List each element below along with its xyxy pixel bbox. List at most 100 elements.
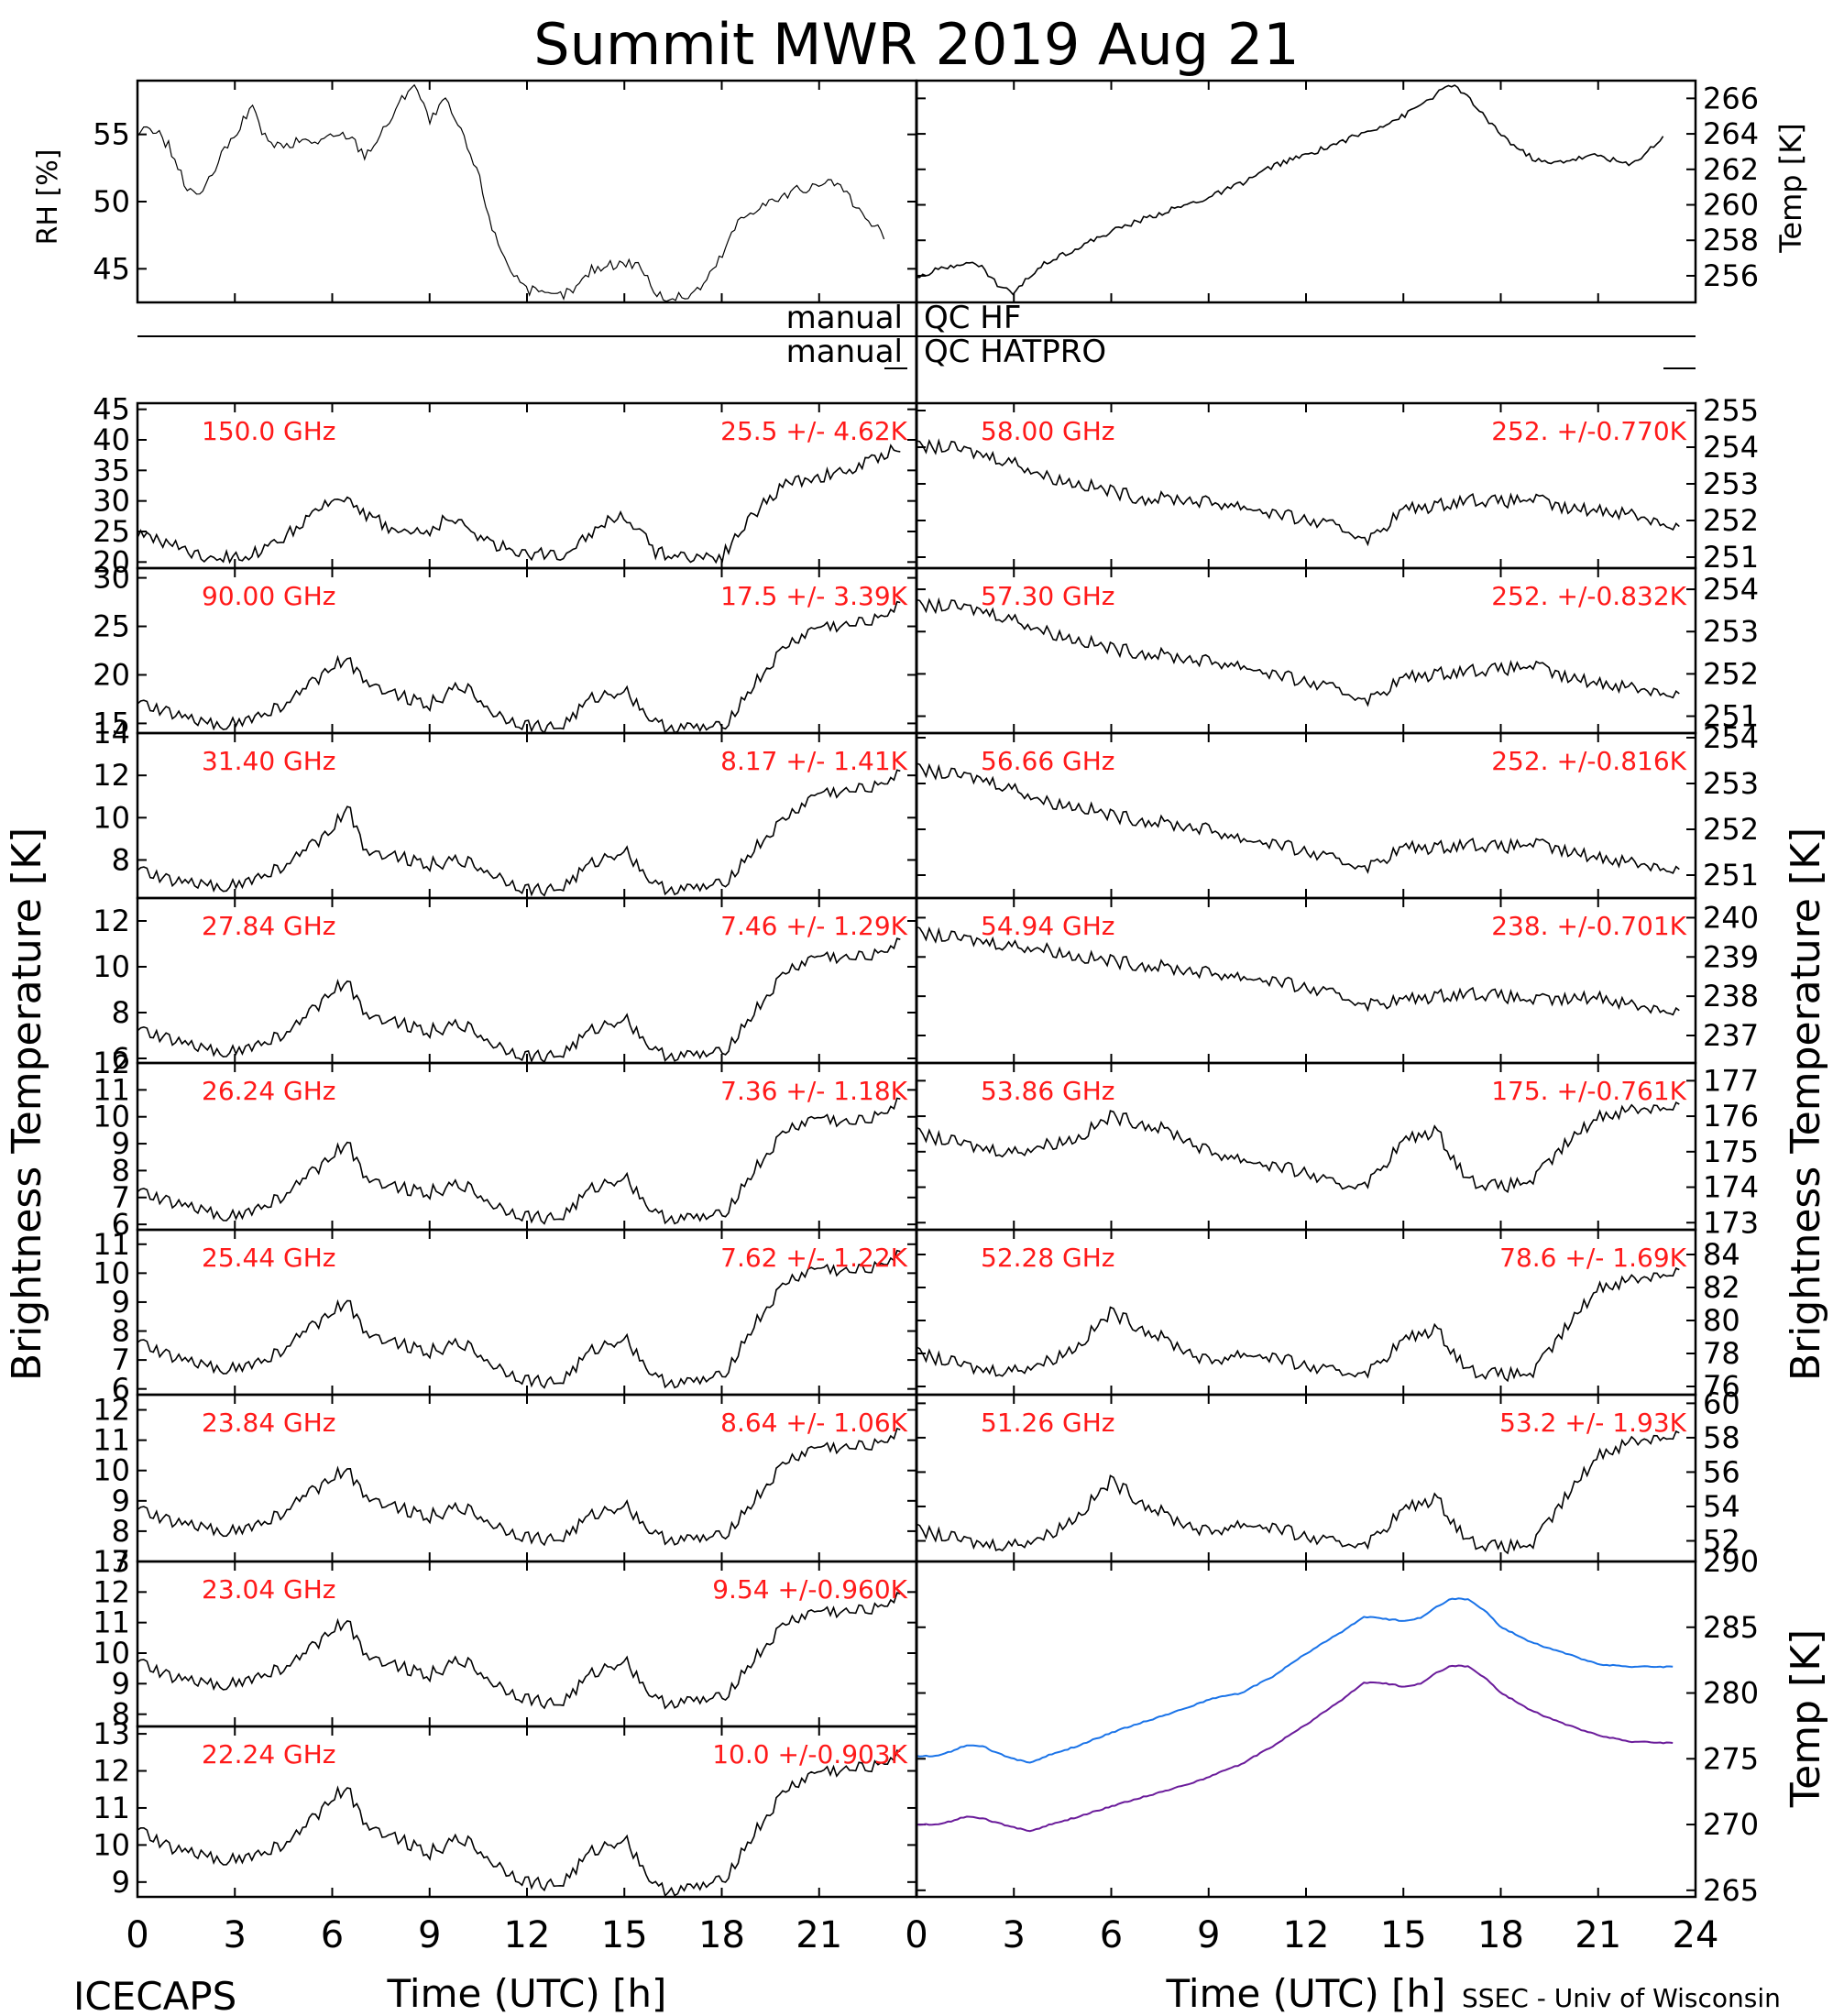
- y-tick-label: 11: [93, 1791, 130, 1825]
- y-tick-label: 9: [112, 1126, 130, 1161]
- series-line: [916, 926, 1680, 1016]
- blackbody-temp-axis-label: Temp [K]: [1783, 1629, 1829, 1808]
- frequency-label: 22.24 GHz: [202, 1739, 336, 1769]
- y-tick-label: 45: [93, 251, 130, 286]
- stats-label: 252. +/-0.816K: [1491, 746, 1686, 776]
- panel-rh: 45 50 55: [93, 79, 918, 304]
- y-tick-label: 10: [93, 800, 130, 835]
- frequency-label: 56.66 GHz: [981, 746, 1115, 776]
- y-tick-label: 12: [93, 1393, 130, 1428]
- qc-hf-label: QC HF: [924, 300, 1021, 336]
- y-tick-label: 13: [93, 1544, 130, 1579]
- y-tick-label: 78: [1703, 1336, 1740, 1371]
- x-tick-label: 12: [504, 1914, 551, 1956]
- page-title: Summit MWR 2019 Aug 21: [533, 11, 1299, 78]
- y-tick-label: 253: [1703, 766, 1759, 801]
- series-line: [916, 762, 1680, 874]
- series-line: [137, 1249, 901, 1389]
- series-line: [137, 1097, 901, 1225]
- frequency-label: 23.04 GHz: [202, 1574, 336, 1605]
- panel-rh-frame: [136, 79, 918, 304]
- qc-hatpro-label: QC HATPRO: [924, 334, 1106, 370]
- series-line: [916, 1101, 1680, 1194]
- y-tick-label: 240: [1703, 900, 1759, 935]
- footer-right: SSEC - Univ of Wisconsin: [1462, 1983, 1781, 2013]
- x-tick-label: 3: [224, 1914, 247, 1956]
- y-tick-label: 30: [93, 484, 130, 519]
- y-tick-label: 251: [1703, 858, 1759, 893]
- frequency-label: 26.24 GHz: [202, 1076, 336, 1106]
- x-tick-label: 6: [321, 1914, 344, 1956]
- stats-label: 8.64 +/- 1.06K: [720, 1408, 907, 1438]
- x-tick-label: 0: [126, 1914, 148, 1956]
- y-tick-label: 6: [112, 1041, 130, 1076]
- y-tick-label: 11: [93, 1227, 130, 1262]
- frequency-label: 54.94 GHz: [981, 911, 1115, 941]
- series-line-1: [916, 1664, 1674, 1833]
- y-tick-label: 25: [93, 609, 130, 644]
- y-tick-label: 11: [93, 1423, 130, 1458]
- y-tick-label: 8: [112, 1314, 130, 1349]
- panel-blackbody: 265 270 275 280 285 290: [915, 1544, 1759, 1908]
- y-tick-label: 275: [1703, 1741, 1759, 1776]
- y-tick-label: 285: [1703, 1610, 1759, 1645]
- frequency-label: 23.84 GHz: [202, 1408, 336, 1438]
- y-tick-label: 60: [1703, 1386, 1740, 1420]
- y-tick-label: 239: [1703, 939, 1759, 974]
- y-tick-label: 58: [1703, 1420, 1740, 1455]
- right-y-axis-label: Brightness Temperature [K]: [1783, 827, 1829, 1381]
- series-line: [916, 1266, 1680, 1383]
- y-tick-label: 251: [1703, 699, 1759, 734]
- left-y-axis-label: Brightness Temperature [K]: [4, 827, 50, 1381]
- y-tick-label: 10: [93, 1636, 130, 1671]
- y-tick-label: 13: [93, 1716, 130, 1751]
- frequency-label: 58.00 GHz: [981, 416, 1115, 446]
- series-line: [137, 769, 901, 897]
- footer-left: ICECAPS: [73, 1974, 236, 2016]
- panel-90-00: 15 20 25 30 90.00 GHz 17.5 +/- 3.39K: [93, 561, 918, 740]
- stats-label: 252. +/-0.832K: [1491, 581, 1686, 611]
- stats-label: 17.5 +/- 3.39K: [720, 581, 907, 611]
- y-tick-label: 11: [93, 1605, 130, 1640]
- y-tick-label: 9: [112, 1666, 130, 1701]
- panel-56-66: 251 252 253 254 56.66 GHz 252. +/-0.816K: [915, 720, 1759, 900]
- stats-label: 53.2 +/- 1.93K: [1499, 1408, 1686, 1438]
- y-tick-label: 8: [112, 995, 130, 1030]
- y-tick-label: 54: [1703, 1489, 1740, 1524]
- y-tick-label: 7: [112, 1342, 130, 1377]
- rh-axis-label: RH [%]: [32, 149, 64, 246]
- series-line: [137, 83, 885, 302]
- y-tick-label: 40: [93, 422, 130, 457]
- y-tick-label: 262: [1703, 152, 1759, 187]
- y-tick-label: 252: [1703, 656, 1759, 691]
- y-tick-label: 8: [112, 1153, 130, 1188]
- y-tick-label: 30: [93, 561, 130, 596]
- y-tick-label: 260: [1703, 188, 1759, 223]
- y-tick-label: 11: [93, 1072, 130, 1107]
- x-tick-label: 9: [1197, 1914, 1220, 1956]
- y-tick-label: 6: [112, 1372, 130, 1407]
- y-tick-label: 252: [1703, 812, 1759, 847]
- series-line: [916, 438, 1680, 547]
- y-tick-label: 255: [1703, 393, 1759, 428]
- series-line: [137, 1749, 901, 1897]
- y-tick-label: 84: [1703, 1237, 1740, 1272]
- panel-temp-frame: [915, 79, 1697, 304]
- x-tick-label: 0: [905, 1914, 927, 1956]
- y-tick-label: 254: [1703, 430, 1759, 465]
- stats-label: 7.62 +/- 1.22K: [720, 1243, 907, 1273]
- y-tick-label: 15: [93, 706, 130, 740]
- x-tick-label: 18: [1477, 1914, 1524, 1956]
- y-tick-label: 173: [1703, 1205, 1759, 1240]
- series-line-0: [916, 1597, 1674, 1764]
- left-x-axis-label: Time (UTC) [h]: [387, 1971, 667, 2016]
- y-tick-label: 254: [1703, 572, 1759, 607]
- y-tick-label: 50: [93, 184, 130, 219]
- y-tick-label: 237: [1703, 1018, 1759, 1053]
- y-tick-label: 10: [93, 1100, 130, 1134]
